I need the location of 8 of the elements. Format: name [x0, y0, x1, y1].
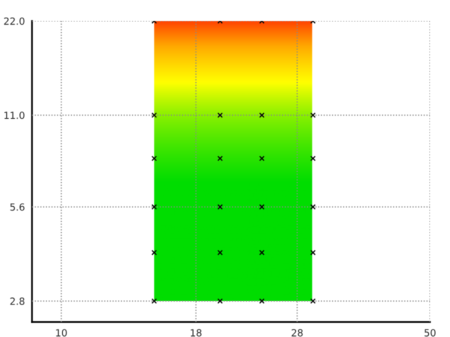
x-tick-label: 18 [190, 329, 202, 336]
x-tick-label: 28 [292, 329, 303, 336]
y-tick-label: 11.0 [4, 112, 24, 119]
x-tick-label: 50 [424, 329, 436, 336]
y-tick-label: 2.8 [10, 298, 24, 305]
x-tick-label: 10 [56, 329, 67, 336]
y-tick-label: 5.6 [10, 203, 24, 211]
y-tick-label: 22.0 [4, 17, 24, 25]
